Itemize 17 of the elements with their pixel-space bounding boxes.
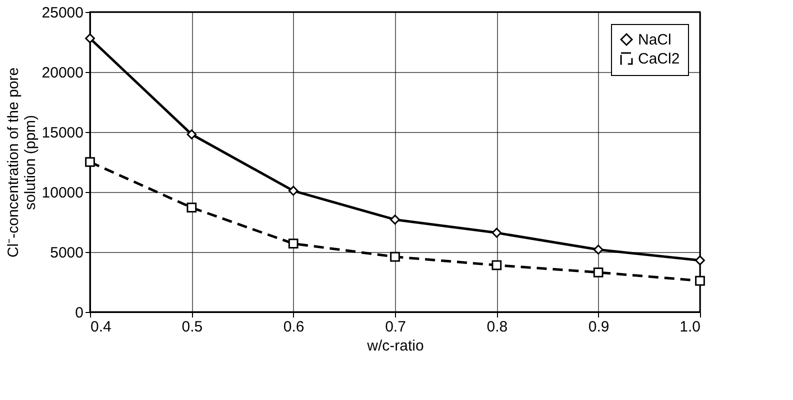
y-tick-label: 0 <box>75 304 84 322</box>
legend-label: CaCl2 <box>638 50 680 68</box>
y-tick-label: 25000 <box>42 4 84 22</box>
x-tick-label: 0.8 <box>486 318 508 336</box>
y-tick-label: 20000 <box>42 64 84 82</box>
x-tick-label: 0.7 <box>385 318 406 336</box>
x-tick-label: 0.6 <box>283 318 304 336</box>
y-tick-label: 15000 <box>42 124 84 142</box>
x-axis-title: w/c-ratio <box>366 338 424 354</box>
x-tick-label: 0.5 <box>182 318 203 336</box>
x-tick-label: 0.4 <box>90 318 112 336</box>
x-tick-label: 0.9 <box>588 318 610 336</box>
x-tick-label: 1.0 <box>680 318 700 336</box>
legend-label: NaCl <box>638 32 672 48</box>
y-tick-label: 10000 <box>42 184 84 202</box>
y-axis-title: Cl⁻-concentration of the pore solution (ppm) <box>4 67 39 258</box>
y-tick-label: 5000 <box>50 244 84 262</box>
